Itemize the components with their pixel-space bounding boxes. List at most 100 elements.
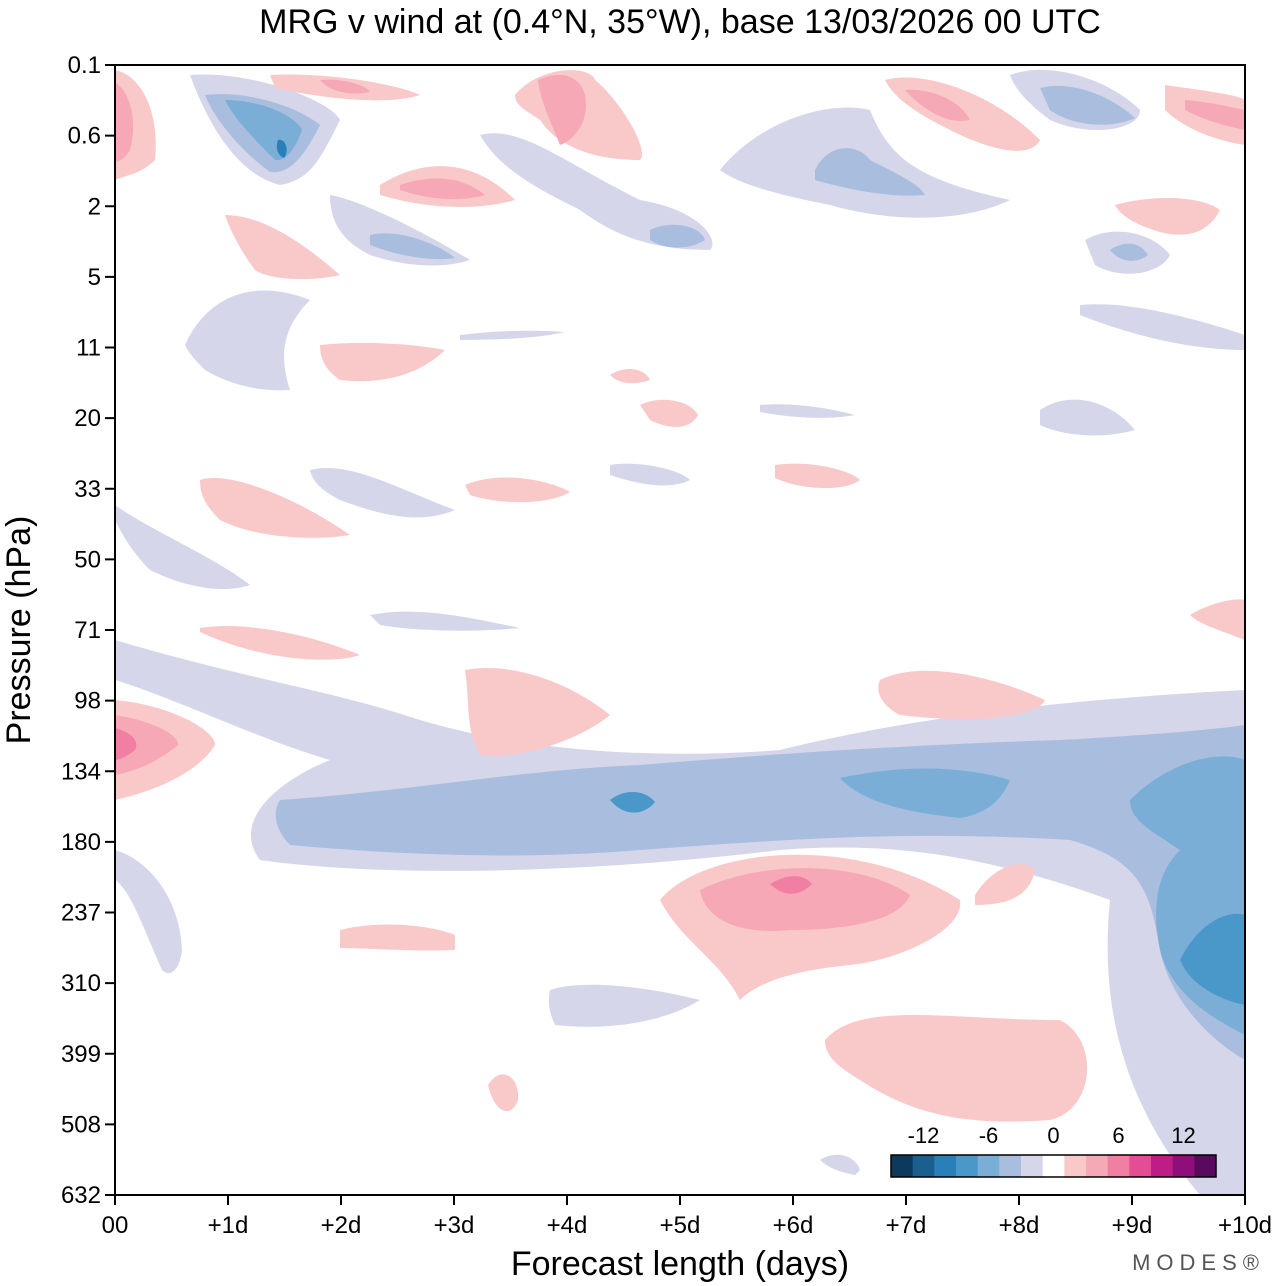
upper-pink-3d-mid	[400, 178, 485, 200]
y-tick-label: 50	[74, 546, 101, 573]
pink-33-right	[775, 463, 860, 489]
lavender-310	[548, 984, 700, 1027]
pink-33-mid	[465, 477, 570, 503]
y-axis-label: Pressure (hPa)	[0, 516, 38, 745]
wind-field	[115, 69, 1245, 1195]
colorbar-swatch	[1042, 1155, 1065, 1177]
upper-pink-9d-mid	[1185, 100, 1245, 130]
colorbar-swatch	[1129, 1155, 1152, 1177]
upper-right-core-2	[1180, 913, 1245, 1005]
pink-blob-left-mid	[115, 715, 179, 775]
y-tick-label: 632	[61, 1182, 101, 1209]
pink-blob-98	[465, 668, 610, 756]
colorbar-swatch	[891, 1155, 914, 1177]
y-tick-label: 134	[61, 758, 101, 785]
upper-pink-2d-core	[320, 79, 370, 94]
colorbar-swatch	[934, 1155, 957, 1177]
pink-blob-lower-small	[488, 1074, 519, 1112]
small-blue-core	[610, 791, 655, 813]
y-tick-label: 33	[74, 476, 101, 503]
colorbar-swatch	[1151, 1155, 1174, 1177]
y-tick-label: 237	[61, 900, 101, 927]
chart-title: MRG v wind at (0.4°N, 35°W), base 13/03/…	[259, 3, 1101, 41]
modes-logo: MODES®	[1132, 1250, 1265, 1275]
pink-blob-left-core	[115, 728, 137, 760]
tropopause-band-strong	[840, 768, 1010, 818]
pink-20	[640, 399, 698, 427]
lavender-20-mid	[760, 404, 855, 418]
lavender-33-right	[610, 463, 690, 486]
x-tick-label: +2d	[321, 1212, 362, 1239]
y-tick-label: 180	[61, 829, 101, 856]
lavender-20	[1040, 399, 1135, 436]
x-tick-label: +10d	[1218, 1212, 1272, 1239]
pink-blob-lower	[825, 1015, 1088, 1122]
pink-blob-980	[975, 864, 1035, 905]
upper-blue-3	[815, 148, 925, 196]
x-tick-label: +3d	[434, 1212, 475, 1239]
pink-blob-71-right	[1190, 599, 1245, 640]
colorbar: -12 -6 0 6 12	[890, 1123, 1217, 1178]
upper-blue-9d	[1040, 85, 1135, 125]
x-tick-label: +1d	[208, 1212, 249, 1239]
pink-blob-6d-mid	[700, 868, 910, 931]
pink-blob-6d-core	[770, 876, 812, 894]
colorbar-label: -6	[979, 1123, 999, 1148]
colorbar-label: -12	[908, 1123, 940, 1148]
pink-11-small	[610, 368, 650, 384]
pink-blob-98-right	[878, 670, 1045, 720]
tropopause-band-medium	[275, 725, 1245, 1060]
y-tick-label: 2	[88, 193, 101, 220]
y-tick-label: 0.6	[68, 123, 101, 150]
lavender-11-right	[1080, 304, 1245, 350]
pink-33-left	[200, 478, 350, 538]
y-tick-label: 98	[74, 688, 101, 715]
x-axis: 00 +1d +2d +3d +4d +5d +6d +7d +8d +9d +10d	[102, 1195, 1272, 1239]
pink-blob-237	[340, 924, 455, 951]
x-tick-label: +7d	[886, 1212, 927, 1239]
upper-lavender-2	[480, 133, 713, 250]
lavender-33	[310, 468, 455, 518]
colorbar-swatch	[1194, 1155, 1217, 1177]
upper-pink-4d-mid	[538, 75, 586, 145]
lavender-lower-left	[115, 850, 182, 974]
y-tick-label: 0.1	[68, 52, 101, 79]
x-axis-label: Forecast length (days)	[511, 1245, 849, 1283]
y-tick-label: 71	[74, 617, 101, 644]
lavender-11-mid	[460, 330, 565, 340]
colorbar-label: 0	[1047, 1123, 1059, 1148]
colorbar-swatch	[1086, 1155, 1109, 1177]
upper-pink-7d-mid	[905, 89, 970, 122]
upper-pink-left-mid	[115, 82, 134, 162]
upper-pink-11	[320, 342, 445, 382]
x-tick-label: +8d	[999, 1212, 1040, 1239]
upper-blue-2	[650, 224, 705, 248]
y-tick-label: 508	[61, 1111, 101, 1138]
upper-pink-5hpa-left	[225, 215, 340, 280]
colorbar-swatch	[1172, 1155, 1195, 1177]
lavender-600	[820, 1154, 860, 1175]
y-tick-label: 5	[88, 264, 101, 291]
upper-lavender-11	[185, 290, 310, 391]
lavender-50	[115, 505, 250, 590]
y-tick-label: 20	[74, 405, 101, 432]
colorbar-swatch	[1107, 1155, 1130, 1177]
colorbar-frame	[890, 1154, 1217, 1178]
x-tick-label: +6d	[773, 1212, 814, 1239]
pink-blob-71-left	[200, 626, 360, 660]
upper-blue-1-dark	[276, 139, 287, 158]
colorbar-swatch	[956, 1155, 979, 1177]
lavender-71	[370, 611, 520, 631]
colorbar-swatch	[1021, 1155, 1044, 1177]
upper-pink-2hpa-right	[1115, 198, 1220, 235]
colorbar-label: 6	[1112, 1123, 1124, 1148]
upper-blue-5hpa-mid	[370, 233, 455, 260]
y-tick-label: 11	[76, 335, 101, 362]
colorbar-swatch	[977, 1155, 1000, 1177]
x-tick-label: 00	[102, 1212, 129, 1239]
colorbar-swatch	[1064, 1155, 1087, 1177]
x-tick-label: +4d	[547, 1212, 588, 1239]
colorbar-swatch	[999, 1155, 1022, 1177]
y-tick-label: 399	[61, 1041, 101, 1068]
